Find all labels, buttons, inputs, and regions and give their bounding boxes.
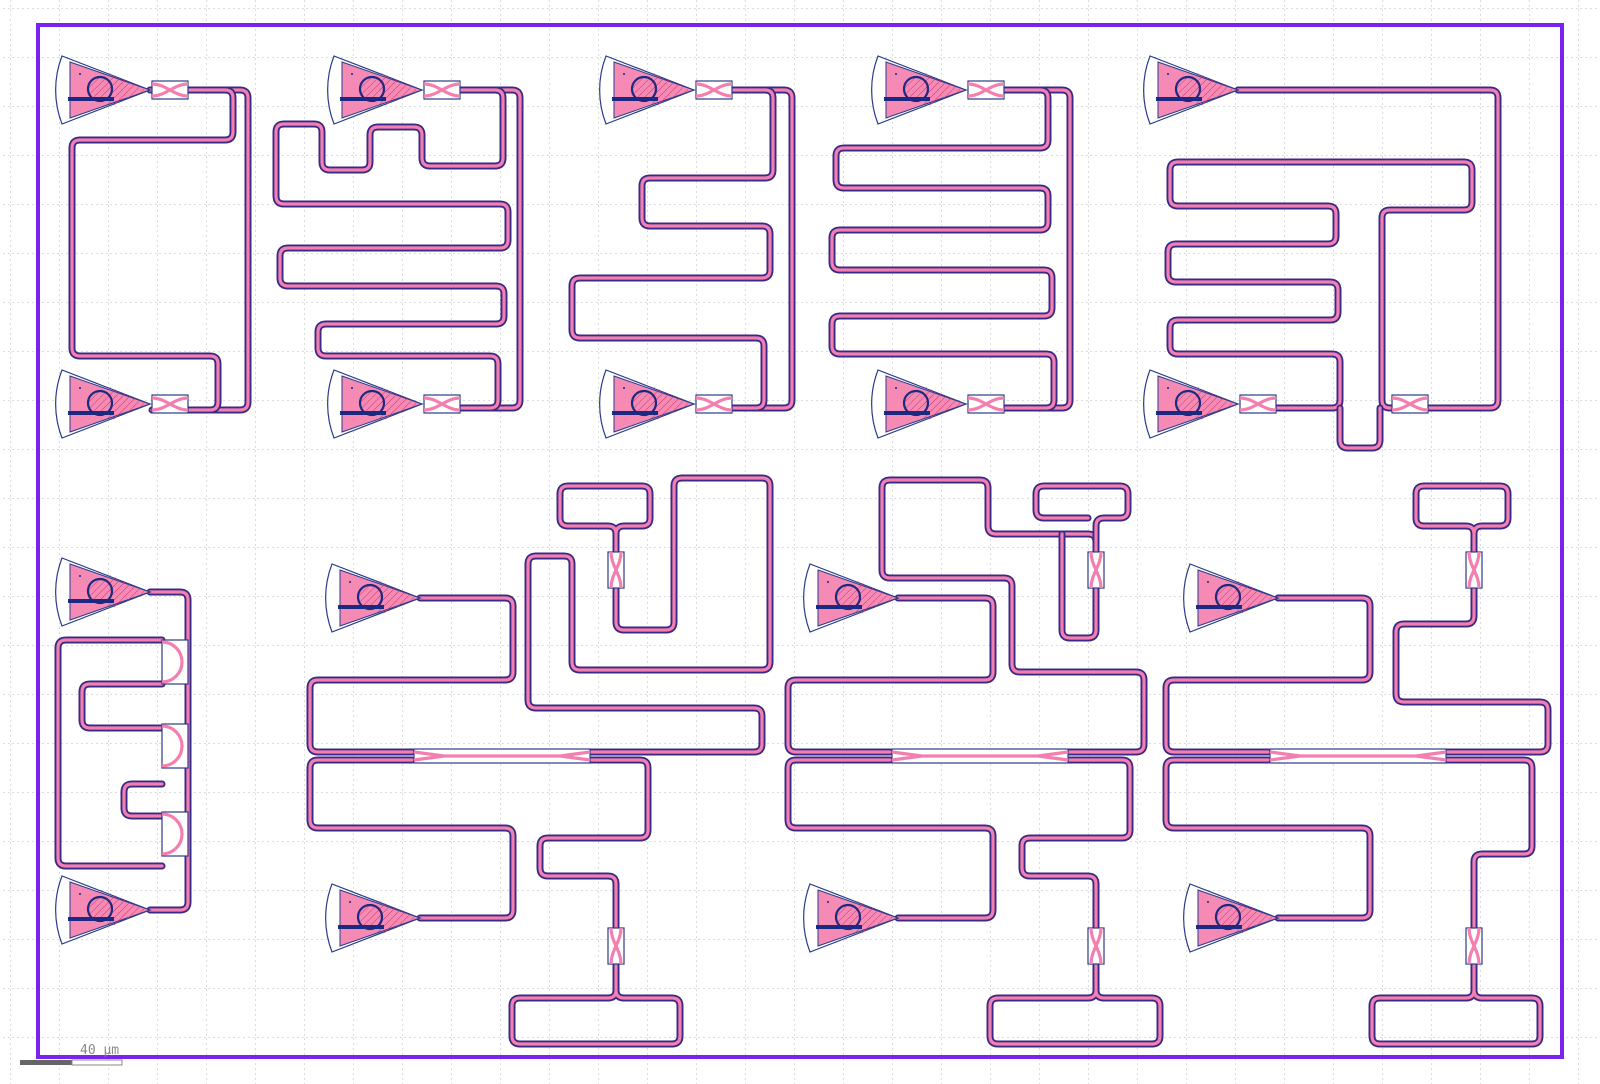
route-9c (1392, 584, 1552, 756)
route-7b (306, 756, 517, 922)
route-8b (784, 756, 997, 922)
route-7f (508, 960, 684, 1048)
directional-coupler-7 (413, 748, 591, 764)
y-splitter-3a (695, 80, 733, 100)
route-3 (726, 86, 796, 412)
route-8 (784, 594, 997, 756)
route-9b (1162, 756, 1374, 922)
directional-coupler-9 (1269, 748, 1447, 764)
route-3b (568, 86, 777, 412)
scale-bar: 40 µm (20, 1043, 123, 1066)
route-9d (1412, 482, 1512, 556)
chip-boundary (36, 23, 1564, 1059)
route-8e (1018, 756, 1134, 932)
route-9f (1368, 960, 1544, 1048)
route-8f (986, 960, 1164, 1048)
route-7e (536, 756, 652, 932)
y-splitter-5b (1391, 394, 1429, 414)
y-splitter-4b (967, 394, 1005, 414)
route-7c (524, 474, 774, 756)
route-9 (1162, 594, 1374, 756)
y-splitter-8b (1087, 927, 1105, 965)
scale-bar-empty (71, 1059, 123, 1066)
scale-bar-filled (20, 1060, 72, 1065)
y-splitter-9a (1465, 551, 1483, 589)
y-splitter-5a (1239, 394, 1277, 414)
route-5b (1164, 158, 1476, 412)
route-6b (54, 636, 166, 870)
directional-coupler-8 (891, 748, 1069, 764)
route-8d (1032, 482, 1132, 642)
route-1b (68, 86, 237, 414)
y-splitter-7a (607, 551, 625, 589)
route-4b (828, 86, 1058, 412)
route-5c (1336, 404, 1384, 452)
route-8c (878, 476, 1148, 756)
y-splitter-4a (967, 80, 1005, 100)
route-7d (556, 482, 654, 556)
route-1 (146, 86, 252, 414)
y-splitter-2a (423, 80, 461, 100)
y-splitter-8a (1087, 551, 1105, 589)
y-splitter-1b (151, 394, 189, 414)
waveguide-routes (54, 86, 1552, 1048)
ring-resonator-6c (161, 811, 189, 857)
route-6c (78, 680, 166, 732)
y-splitter-2b (423, 394, 461, 414)
route-6d (120, 780, 166, 820)
route-9e (1442, 756, 1536, 932)
route-7 (306, 594, 517, 756)
route-5 (1234, 86, 1502, 412)
ring-resonator-6b (161, 723, 189, 769)
y-splitter-1a (151, 80, 189, 100)
ring-resonator-6a (161, 639, 189, 685)
y-splitter-9b (1465, 927, 1483, 965)
scale-bar-label: 40 µm (80, 1043, 119, 1058)
y-splitter-3b (695, 394, 733, 414)
route-2 (454, 86, 524, 412)
route-2b (272, 86, 512, 412)
route-4 (998, 86, 1074, 412)
photonic-components (54, 54, 1483, 965)
y-splitter-7b (607, 927, 625, 965)
